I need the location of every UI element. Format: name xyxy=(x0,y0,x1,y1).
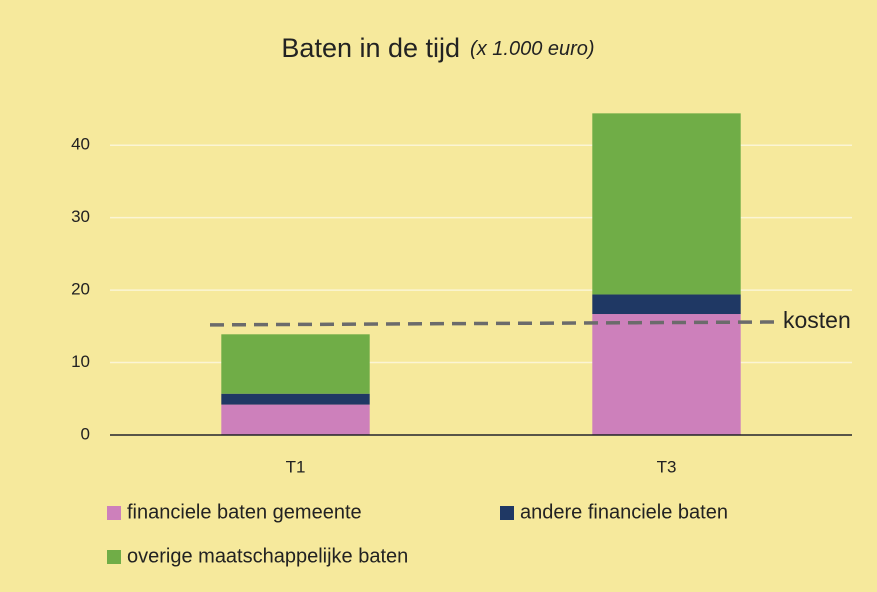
legend-label: financiele baten gemeente xyxy=(127,501,362,523)
cost-line xyxy=(209,320,776,327)
y-tick-label: 20 xyxy=(71,280,90,299)
legend-label: andere financiele baten xyxy=(520,501,728,523)
y-tick-label: 30 xyxy=(71,207,90,226)
legend-swatch xyxy=(107,550,121,564)
bar-segment xyxy=(592,314,741,435)
y-tick-label: 0 xyxy=(81,424,90,443)
bar-segment xyxy=(221,404,370,435)
chart-heading: Baten in de tijd (x 1.000 euro) xyxy=(281,33,594,63)
legend-label: overige maatschappelijke baten xyxy=(127,545,408,567)
y-tick-label: 40 xyxy=(71,135,90,154)
cost-label: kosten xyxy=(783,307,851,333)
legend-swatch xyxy=(107,506,121,520)
bar-segment xyxy=(221,393,370,405)
bar-segment xyxy=(221,334,370,394)
y-tick-label: 10 xyxy=(71,352,90,371)
chart-subtitle: (x 1.000 euro) xyxy=(470,38,595,60)
x-tick-label: T1 xyxy=(286,457,306,476)
x-tick-label: T3 xyxy=(657,457,677,476)
chart-title: Baten in de tijd xyxy=(281,33,460,63)
bar-segment xyxy=(592,113,741,295)
bar-segment xyxy=(592,294,741,315)
legend-swatch xyxy=(500,506,514,520)
